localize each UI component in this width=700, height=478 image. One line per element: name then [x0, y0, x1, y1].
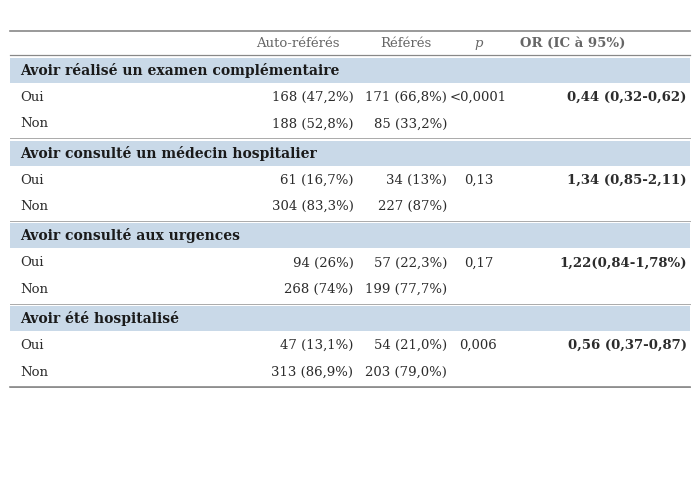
Text: 47 (13,1%): 47 (13,1%): [280, 339, 354, 352]
Text: p: p: [474, 37, 483, 50]
Text: Non: Non: [20, 200, 48, 213]
Text: 313 (86,9%): 313 (86,9%): [272, 366, 354, 379]
Text: <0,0001: <0,0001: [450, 91, 507, 104]
Text: 203 (79,0%): 203 (79,0%): [365, 366, 447, 379]
Text: Oui: Oui: [20, 91, 43, 104]
Text: 171 (66,8%): 171 (66,8%): [365, 91, 447, 104]
Text: Avoir réalisé un examen complémentaire: Avoir réalisé un examen complémentaire: [20, 63, 340, 78]
Text: Non: Non: [20, 118, 48, 130]
Text: 34 (13%): 34 (13%): [386, 174, 447, 187]
Text: 1,34 (0,85-2,11): 1,34 (0,85-2,11): [567, 174, 687, 187]
Text: 199 (77,7%): 199 (77,7%): [365, 283, 447, 296]
Text: 268 (74%): 268 (74%): [284, 283, 354, 296]
Text: Non: Non: [20, 366, 48, 379]
Text: 85 (33,2%): 85 (33,2%): [374, 118, 447, 130]
Text: 57 (22,3%): 57 (22,3%): [374, 257, 447, 270]
Text: Avoir été hospitalisé: Avoir été hospitalisé: [20, 311, 179, 326]
Text: Auto-référés: Auto-référés: [256, 37, 340, 50]
Text: Avoir consulté aux urgences: Avoir consulté aux urgences: [20, 228, 240, 243]
Text: Oui: Oui: [20, 339, 43, 352]
Text: 0,13: 0,13: [464, 174, 494, 187]
Text: Référés: Référés: [380, 37, 431, 50]
FancyBboxPatch shape: [10, 58, 690, 83]
Text: OR (IC à 95%): OR (IC à 95%): [519, 37, 625, 50]
Text: 0,006: 0,006: [460, 339, 497, 352]
Text: Non: Non: [20, 283, 48, 296]
Text: 304 (83,3%): 304 (83,3%): [272, 200, 354, 213]
Text: Oui: Oui: [20, 174, 43, 187]
FancyBboxPatch shape: [10, 141, 690, 165]
Text: 54 (21,0%): 54 (21,0%): [374, 339, 447, 352]
Text: 0,44 (0,32-0,62): 0,44 (0,32-0,62): [568, 91, 687, 104]
FancyBboxPatch shape: [10, 306, 690, 331]
Text: 188 (52,8%): 188 (52,8%): [272, 118, 354, 130]
Text: 94 (26%): 94 (26%): [293, 257, 354, 270]
Text: 1,22(0,84-1,78%): 1,22(0,84-1,78%): [559, 257, 687, 270]
Text: 0,17: 0,17: [464, 257, 494, 270]
Text: Oui: Oui: [20, 257, 43, 270]
Text: 61 (16,7%): 61 (16,7%): [280, 174, 354, 187]
Text: 168 (47,2%): 168 (47,2%): [272, 91, 354, 104]
FancyBboxPatch shape: [10, 223, 690, 248]
Text: Avoir consulté un médecin hospitalier: Avoir consulté un médecin hospitalier: [20, 145, 317, 161]
Text: 227 (87%): 227 (87%): [378, 200, 447, 213]
Text: 0,56 (0,37-0,87): 0,56 (0,37-0,87): [568, 339, 687, 352]
